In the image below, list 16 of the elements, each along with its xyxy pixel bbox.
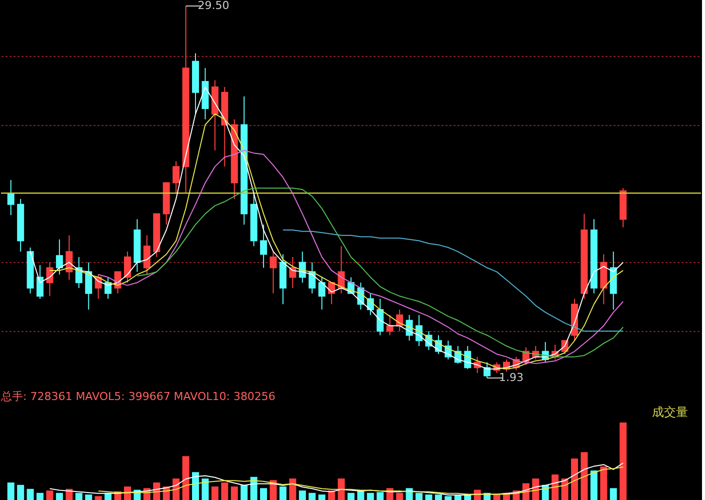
- candlestick: [56, 238, 63, 276]
- candlestick: [172, 160, 180, 194]
- chart-title: 总手: 728361 MAVOL5: 399667 MAVOL10: 380256: [0, 390, 276, 403]
- candlestick: [270, 251, 277, 294]
- candlestick: [143, 234, 150, 276]
- candlestick: [124, 251, 131, 284]
- candlestick: [7, 180, 14, 216]
- candlestick: [318, 276, 326, 310]
- candlestick: [66, 234, 73, 280]
- annotation: 29.50: [198, 0, 230, 12]
- text: 成交量: [652, 405, 688, 419]
- candlestick: [376, 298, 384, 336]
- candlestick: [36, 264, 44, 300]
- candlestick: [260, 224, 268, 268]
- candlestick: [85, 262, 92, 310]
- annotation: 1.93: [499, 371, 524, 384]
